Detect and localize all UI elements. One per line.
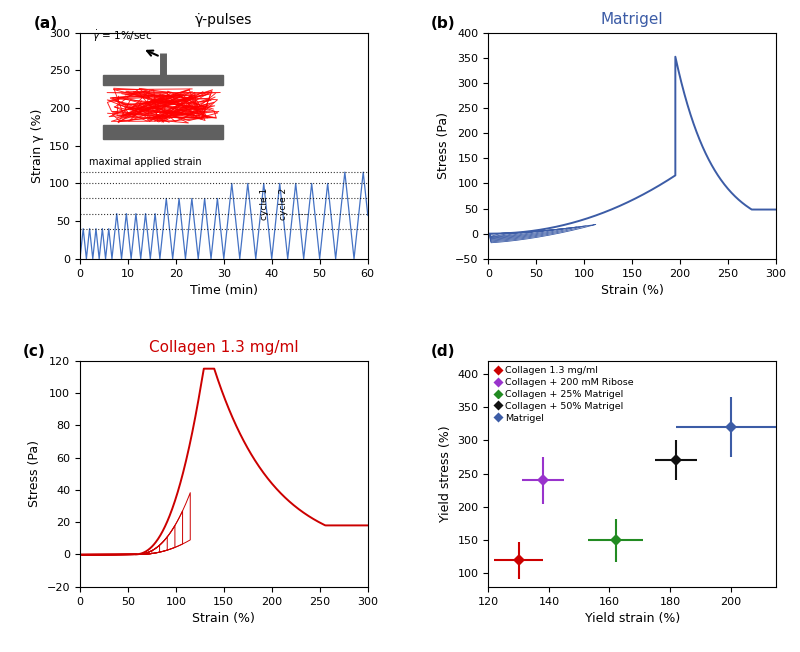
Text: maximal applied strain: maximal applied strain	[89, 157, 202, 167]
Text: (b): (b)	[431, 16, 455, 31]
X-axis label: Yield strain (%): Yield strain (%)	[585, 612, 680, 625]
Text: (c): (c)	[22, 344, 46, 359]
X-axis label: Time (min): Time (min)	[190, 284, 258, 297]
Text: (d): (d)	[431, 344, 455, 359]
Y-axis label: Stress (Pa): Stress (Pa)	[28, 440, 42, 507]
Y-axis label: Stress (Pa): Stress (Pa)	[437, 112, 450, 179]
Y-axis label: Strain γ (%): Strain γ (%)	[30, 108, 43, 183]
Text: (a): (a)	[34, 16, 58, 31]
X-axis label: Strain (%): Strain (%)	[601, 284, 664, 297]
Title: Matrigel: Matrigel	[601, 12, 663, 27]
Legend: Collagen 1.3 mg/ml, Collagen + 200 mM Ribose, Collagen + 25% Matrigel, Collagen : Collagen 1.3 mg/ml, Collagen + 200 mM Ri…	[493, 365, 635, 424]
Text: ...: ...	[298, 207, 308, 217]
Text: cycle 2: cycle 2	[279, 188, 288, 220]
Y-axis label: Yield stress (%): Yield stress (%)	[439, 425, 452, 522]
X-axis label: Strain (%): Strain (%)	[192, 612, 255, 625]
Text: cycle 1: cycle 1	[260, 187, 269, 220]
Title: γ̇-pulses: γ̇-pulses	[195, 13, 253, 27]
Title: Collagen 1.3 mg/ml: Collagen 1.3 mg/ml	[149, 340, 298, 355]
